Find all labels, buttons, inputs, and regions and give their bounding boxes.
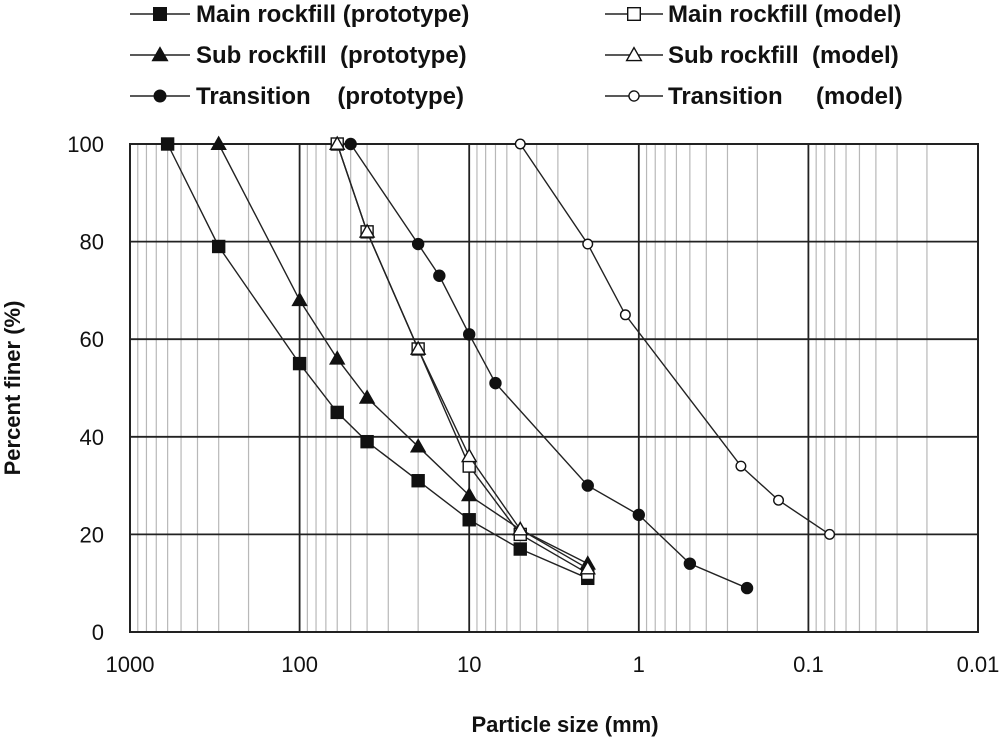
- series: [344, 137, 754, 595]
- legend-entry: Main rockfill (prototype): [130, 1, 469, 28]
- y-tick-label: 40: [80, 425, 104, 450]
- legend-entry: Transition (prototype): [130, 83, 464, 110]
- data-point: [579, 560, 596, 575]
- data-point: [210, 135, 227, 150]
- data-point: [291, 291, 308, 307]
- data-point: [628, 90, 640, 102]
- data-point: [411, 237, 425, 251]
- series: [514, 138, 836, 540]
- data-point: [824, 528, 836, 540]
- data-point: [460, 486, 478, 502]
- legend-label: Main rockfill (prototype): [196, 1, 469, 28]
- data-point: [360, 434, 374, 449]
- data-point: [409, 340, 427, 355]
- data-point: [358, 223, 376, 238]
- series: [160, 137, 595, 586]
- legend-label: Main rockfill (model): [668, 1, 901, 28]
- legend-label: Sub rockfill (prototype): [196, 42, 467, 69]
- data-point: [460, 447, 478, 463]
- data-point: [627, 6, 642, 22]
- x-axis-title: Particle size (mm): [471, 712, 658, 737]
- y-tick-label: 0: [92, 620, 104, 645]
- legend-label: Sub rockfill (model): [668, 42, 899, 69]
- data-point: [489, 376, 502, 390]
- legend: Main rockfill (prototype) Main rockfill (…: [130, 1, 903, 110]
- x-tick-label: 0.1: [793, 652, 824, 677]
- data-point: [344, 137, 357, 151]
- x-tick-label: 10: [457, 652, 481, 677]
- data-point: [151, 46, 169, 62]
- x-tick-label: 100: [281, 652, 318, 677]
- series-layer: [160, 135, 836, 595]
- data-point: [329, 350, 346, 365]
- data-point: [625, 46, 643, 62]
- legend-entry: Sub rockfill (model): [605, 42, 899, 69]
- data-point: [683, 557, 697, 570]
- data-point: [462, 513, 476, 527]
- legend-entry: Sub rockfill (prototype): [130, 42, 467, 69]
- data-point: [632, 508, 645, 522]
- x-tick-label: 0.01: [957, 652, 1000, 677]
- data-point: [411, 474, 425, 488]
- series-line: [519, 143, 830, 535]
- y-axis-title: Percent finer (%): [0, 301, 25, 476]
- legend-label: Transition (model): [668, 83, 903, 110]
- data-point: [513, 542, 527, 556]
- axes: Particle size (mm) Percent finer (%): [0, 301, 659, 737]
- data-point: [735, 460, 747, 472]
- data-point: [581, 479, 594, 492]
- plot-frame: [129, 143, 979, 633]
- series: [330, 137, 595, 581]
- data-point: [409, 438, 427, 453]
- series-line: [336, 143, 589, 570]
- x-tick-label: 1: [633, 652, 645, 677]
- data-point: [329, 135, 346, 150]
- data-point: [153, 89, 167, 103]
- series: [329, 135, 596, 575]
- y-tick-label: 80: [80, 230, 104, 255]
- series-line: [336, 143, 589, 575]
- y-tick-label: 20: [80, 522, 104, 547]
- data-point: [160, 137, 175, 151]
- data-point: [152, 6, 167, 22]
- series-line: [166, 143, 589, 579]
- data-point: [512, 521, 529, 536]
- legend-entry: Main rockfill (model): [605, 1, 901, 28]
- y-tick-label: 100: [67, 132, 104, 157]
- x-tick-label: 1000: [106, 652, 155, 677]
- legend-entry: Transition (model): [605, 83, 903, 110]
- data-point: [619, 309, 631, 321]
- data-point: [211, 239, 226, 254]
- y-tick-label: 60: [80, 327, 104, 352]
- data-point: [582, 238, 594, 250]
- legend-label: Transition (prototype): [196, 83, 464, 110]
- data-point: [292, 356, 307, 371]
- data-point: [514, 138, 526, 150]
- data-point: [463, 328, 476, 341]
- grid: 1000 100 10 1 0.1 0.01 0 20 40 60 80 100: [67, 132, 999, 677]
- data-point: [358, 389, 376, 404]
- data-point: [330, 405, 344, 420]
- series-line: [350, 143, 748, 589]
- data-point: [773, 494, 785, 506]
- series-line: [218, 143, 589, 565]
- data-point: [740, 581, 754, 595]
- data-point: [433, 269, 446, 282]
